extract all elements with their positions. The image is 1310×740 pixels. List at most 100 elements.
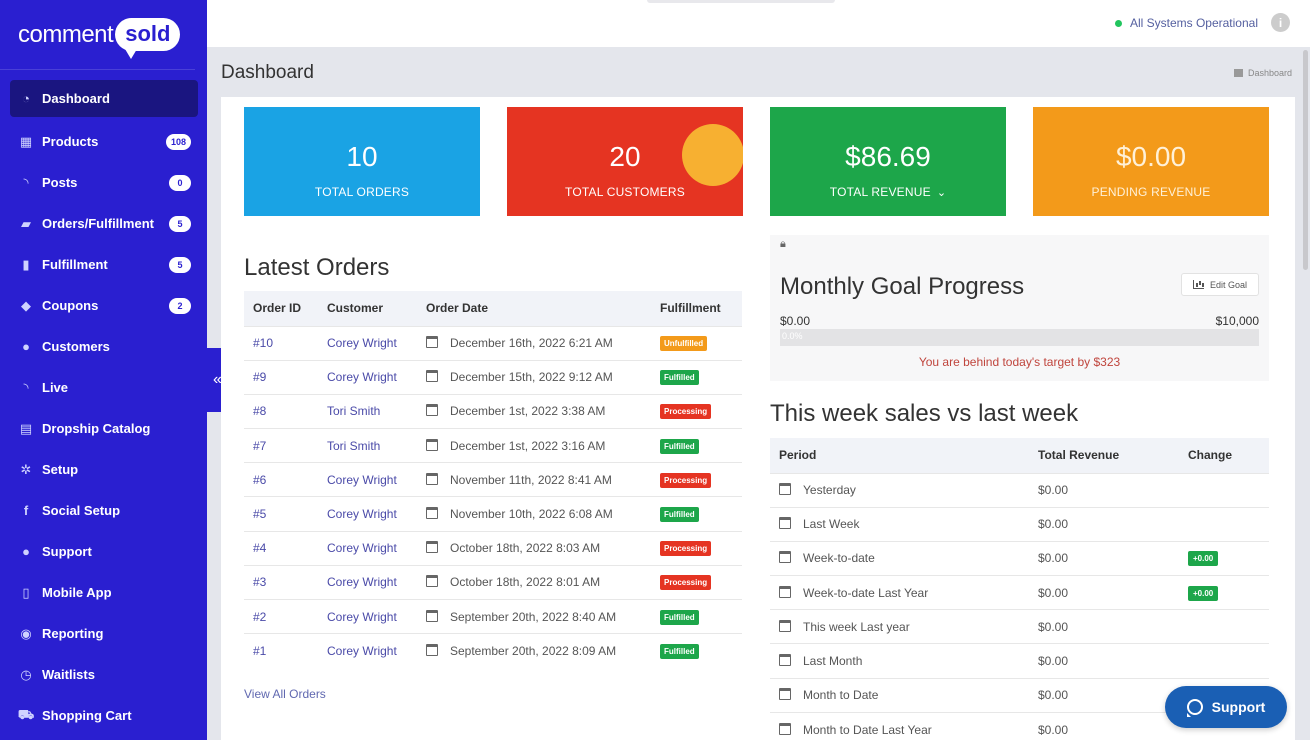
- period-label: Month to Date Last Year: [803, 722, 932, 737]
- change-badge: +0.00: [1188, 585, 1219, 601]
- sidebar-item-setup[interactable]: ✲ Setup: [0, 449, 207, 490]
- order-id-link[interactable]: #3: [253, 575, 267, 590]
- change-cell: +0.00: [1179, 540, 1269, 576]
- order-date: December 1st, 2022 3:38 AM: [450, 404, 606, 419]
- customer-link[interactable]: Tori Smith: [327, 438, 381, 453]
- sidebar-item-dropship-catalog[interactable]: ▤ Dropship Catalog: [0, 408, 207, 449]
- info-icon[interactable]: i: [1271, 13, 1290, 32]
- sidebar-item-products[interactable]: ▦ Products 108: [0, 121, 207, 162]
- fulfillment-cell: Fulfilled: [651, 359, 742, 395]
- system-status[interactable]: All Systems Operational: [1114, 16, 1258, 30]
- order-date-cell: December 1st, 2022 3:16 AM: [417, 428, 651, 463]
- stat-total-revenue[interactable]: $86.69 TOTAL REVENUE ⌄: [770, 107, 1006, 216]
- sidebar-item-dashboard[interactable]: ◔ Dashboard: [10, 80, 198, 117]
- customer-cell: Corey Wright: [318, 325, 417, 361]
- topbar-divider: [647, 0, 835, 3]
- customer-link[interactable]: Corey Wright: [327, 644, 397, 659]
- logo[interactable]: comment sold: [0, 0, 195, 70]
- order-id-link[interactable]: #6: [253, 472, 267, 487]
- order-id-link[interactable]: #4: [253, 541, 267, 556]
- period-label: Week-to-date Last Year: [803, 585, 929, 600]
- status-badge: Processing: [660, 541, 712, 557]
- table-row[interactable]: #4 Corey Wright October 18th, 2022 8:03 AM…: [244, 530, 742, 566]
- order-id-link[interactable]: #7: [253, 438, 267, 453]
- tag-icon: ◆: [21, 297, 31, 313]
- period-label: This week Last year: [803, 619, 910, 634]
- sidebar-item-waitlists[interactable]: ◷ Waitlists: [0, 654, 207, 695]
- rss-icon: ◝: [23, 174, 29, 190]
- cursor-highlight: [682, 124, 743, 186]
- order-date-cell: October 18th, 2022 8:01 AM: [417, 564, 651, 600]
- customer-link[interactable]: Corey Wright: [327, 370, 397, 385]
- order-date-cell: November 11th, 2022 8:41 AM: [417, 462, 651, 497]
- sidebar-item-label: Reporting: [42, 626, 104, 641]
- monthly-goal-card: 🔒︎ Monthly Goal Progress Edit Goal $0.00…: [770, 235, 1269, 381]
- order-id-link[interactable]: #5: [253, 507, 267, 522]
- customer-link[interactable]: Corey Wright: [327, 575, 397, 590]
- table-row[interactable]: #10 Corey Wright December 16th, 2022 6:21 …: [244, 325, 742, 361]
- sidebar-item-reporting[interactable]: ◉ Reporting: [0, 613, 207, 654]
- sidebar-item-label: Posts: [42, 175, 78, 190]
- customer-link[interactable]: Corey Wright: [327, 541, 397, 556]
- calendar-icon: [779, 483, 791, 496]
- page-scrollbar[interactable]: [1303, 50, 1308, 270]
- catalog-icon: ▤: [19, 420, 33, 436]
- sidebar-item-label: Setup: [42, 462, 79, 477]
- table-row[interactable]: #1 Corey Wright September 20th, 2022 8:09 …: [244, 633, 742, 668]
- sidebar-item-orders-fulfillment[interactable]: ▰ Orders/Fulfillment 5: [0, 203, 207, 244]
- order-id-link[interactable]: #1: [253, 644, 267, 659]
- customer-link[interactable]: Tori Smith: [327, 404, 381, 419]
- column-header-total-revenue: Total Revenue: [1029, 438, 1179, 473]
- table-row[interactable]: #6 Corey Wright November 11th, 2022 8:41 A…: [244, 462, 742, 497]
- sidebar-item-label: Dashboard: [42, 91, 110, 106]
- period-cell: Last Month: [770, 643, 1029, 679]
- sidebar-item-support[interactable]: ● Support: [0, 531, 207, 572]
- table-row[interactable]: #3 Corey Wright October 18th, 2022 8:01 AM…: [244, 564, 742, 600]
- sidebar-item-customers[interactable]: ● Customers: [0, 326, 207, 367]
- order-id-cell: #9: [244, 359, 318, 395]
- table-row[interactable]: #8 Tori Smith December 1st, 2022 3:38 AM Pr…: [244, 393, 742, 429]
- table-row[interactable]: #7 Tori Smith December 1st, 2022 3:16 AM Fu…: [244, 428, 742, 463]
- support-chat-button[interactable]: Support: [1165, 686, 1287, 728]
- table-row[interactable]: #2 Corey Wright September 20th, 2022 8:40 …: [244, 598, 742, 634]
- table-row: This week Last year $0.00: [770, 609, 1269, 644]
- calendar-icon: [426, 438, 438, 451]
- status-badge: Fulfilled: [660, 609, 699, 625]
- stat-pending-revenue[interactable]: $0.00 PENDING REVENUE: [1033, 107, 1269, 216]
- sidebar-item-mobile-app[interactable]: ▯ Mobile App: [0, 572, 207, 613]
- order-id-link[interactable]: #10: [253, 336, 274, 351]
- sidebar-item-posts[interactable]: ◝ Posts 0: [0, 162, 207, 203]
- count-badge: 0: [169, 174, 191, 191]
- calendar-icon: [426, 507, 438, 520]
- order-id-link[interactable]: #2: [253, 609, 267, 624]
- view-all-orders-link[interactable]: View All Orders: [244, 687, 326, 701]
- customer-link[interactable]: Corey Wright: [327, 507, 397, 522]
- table-row[interactable]: #5 Corey Wright November 10th, 2022 6:08 A…: [244, 496, 742, 532]
- fulfillment-cell: Fulfilled: [651, 633, 742, 668]
- table-row[interactable]: #9 Corey Wright December 15th, 2022 9:12 A…: [244, 359, 742, 395]
- order-id-link[interactable]: #8: [253, 404, 267, 419]
- breadcrumb[interactable]: Dashboard: [1233, 68, 1292, 78]
- order-id-cell: #4: [244, 530, 318, 566]
- order-id-link[interactable]: #9: [253, 370, 267, 385]
- edit-goal-button[interactable]: Edit Goal: [1181, 273, 1259, 296]
- sidebar-item-live[interactable]: ◝ Live: [0, 367, 207, 408]
- page-title: Dashboard: [221, 62, 314, 83]
- order-id-cell: #7: [244, 428, 318, 463]
- sidebar-item-shopping-cart[interactable]: ⛟ Shopping Cart: [0, 695, 207, 736]
- stat-total-customers[interactable]: 20 TOTAL CUSTOMERS: [507, 107, 743, 216]
- customer-link[interactable]: Corey Wright: [327, 472, 397, 487]
- chevron-down-icon[interactable]: ⌄: [936, 187, 947, 199]
- sidebar-item-fulfillment[interactable]: ▮ Fulfillment 5: [0, 244, 207, 285]
- customer-link[interactable]: Corey Wright: [327, 336, 397, 351]
- column-header-customer: Customer: [318, 291, 417, 326]
- sidebar-item-coupons[interactable]: ◆ Coupons 2: [0, 285, 207, 326]
- stat-value: $86.69: [845, 141, 931, 172]
- column-header-period: Period: [770, 438, 1029, 473]
- truck-icon: ▰: [21, 215, 31, 231]
- dashboard-icon: ◔: [22, 91, 30, 106]
- sidebar-item-social-setup[interactable]: f Social Setup: [0, 490, 207, 531]
- customer-link[interactable]: Corey Wright: [327, 609, 397, 624]
- stat-total-orders[interactable]: 10 TOTAL ORDERS: [244, 107, 480, 216]
- change-cell: +0.00: [1179, 575, 1269, 610]
